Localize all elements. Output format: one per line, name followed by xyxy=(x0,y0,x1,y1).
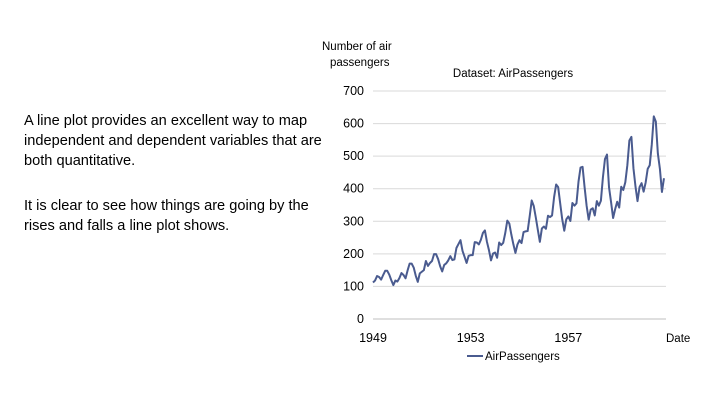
x-tick-label: 1953 xyxy=(457,331,485,345)
y-tick-label: 500 xyxy=(343,149,364,163)
chart-title: Dataset: AirPassengers xyxy=(453,68,573,80)
description-paragraph: A line plot provides an excellent way to… xyxy=(24,113,322,169)
y-tick-label: 700 xyxy=(343,84,364,98)
y-tick-label: 600 xyxy=(343,117,364,131)
series-line-airpassengers xyxy=(372,115,665,287)
x-tick-label: 1949 xyxy=(359,331,387,345)
y-axis-label-continued: passengers xyxy=(330,57,390,69)
y-tick-label: 200 xyxy=(343,247,364,261)
y-axis-label: Number of air xyxy=(322,41,392,53)
x-axis-label: Date xyxy=(666,333,690,345)
y-tick-label: 0 xyxy=(357,312,364,326)
y-tick-label: 100 xyxy=(343,279,364,293)
observation-paragraph: It is clear to see how things are going … xyxy=(24,198,309,234)
y-tick-label: 300 xyxy=(343,214,364,228)
x-tick-label: 1957 xyxy=(554,331,582,345)
y-tick-label: 400 xyxy=(343,182,364,196)
legend-label: AirPassengers xyxy=(485,351,560,363)
